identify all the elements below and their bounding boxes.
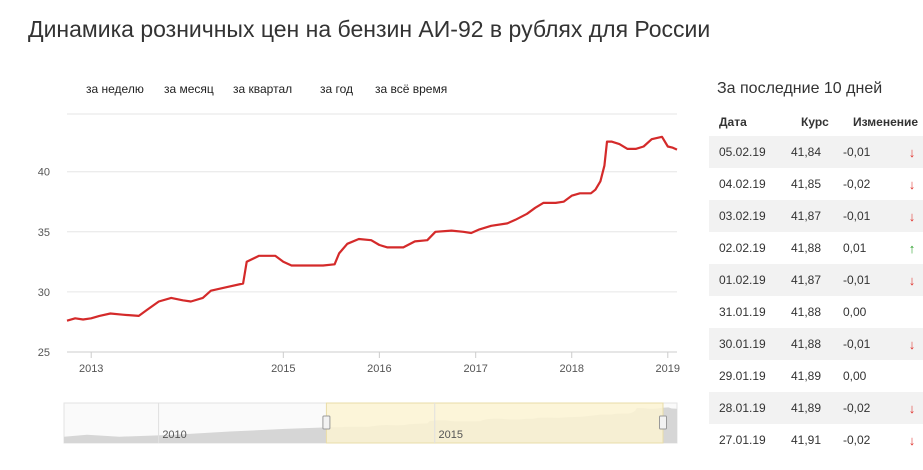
range-all-time-button[interactable]: за всё время — [375, 82, 448, 96]
page-title: Динамика розничных цен на бензин АИ-92 в… — [28, 16, 711, 42]
arrow-down-icon: ↓ — [908, 432, 916, 448]
row-change: -0,02 — [843, 433, 871, 447]
row-rate: 41,87 — [791, 264, 843, 296]
row-trend: ↑ — [901, 232, 923, 264]
row-rate: 41,87 — [791, 200, 843, 232]
recent-prices-table: Дата Курс Изменение 05.02.19 41,84 -0,01 ↓ 0… — [709, 108, 923, 456]
row-rate: 41,85 — [791, 177, 822, 191]
row-trend: ↓ — [901, 392, 923, 424]
row-change: 0,01 — [843, 241, 867, 255]
row-date: 03.02.19 — [709, 200, 791, 232]
arrow-up-icon: ↑ — [908, 240, 916, 256]
table-row: 01.02.19 41,87 -0,01 ↓ — [709, 264, 923, 296]
navigator-selection[interactable] — [325, 402, 664, 444]
range-year-button[interactable]: за год — [320, 82, 354, 96]
row-date: 28.01.19 — [709, 392, 791, 424]
x-tick-label: 2015 — [271, 363, 295, 375]
table-row: 27.01.19 41,91 -0,02 ↓ — [709, 424, 923, 456]
row-date: 27.01.19 — [719, 433, 766, 447]
row-trend: ↓ — [901, 168, 923, 200]
row-trend: ↓ — [901, 328, 923, 360]
row-rate: 41,88 — [791, 305, 822, 319]
row-rate: 41,88 — [791, 241, 822, 255]
row-rate: 41,89 — [791, 369, 822, 383]
row-rate: 41,89 — [791, 392, 843, 424]
row-change: -0,01 — [843, 200, 901, 232]
table-header-row: Дата Курс Изменение — [709, 108, 923, 136]
table-row: 28.01.19 41,89 -0,02 ↓ — [709, 392, 923, 424]
x-axis-ticks: 2013 2015 2016 2017 2018 2019 — [79, 352, 680, 375]
navigator-right-handle[interactable] — [659, 415, 667, 430]
table-row: 31.01.19 41,88 0,00 — [709, 296, 923, 328]
table-row: 30.01.19 41,88 -0,01 ↓ — [709, 328, 923, 360]
x-tick-label: 2017 — [463, 363, 487, 375]
range-navigator[interactable]: 2010 2015 — [63, 402, 678, 444]
arrow-down-icon: ↓ — [908, 208, 916, 224]
y-tick-label: 25 — [38, 347, 50, 359]
arrow-down-icon: ↓ — [908, 144, 916, 160]
row-trend: ↓ — [901, 424, 923, 456]
column-header-change: Изменение — [853, 115, 919, 129]
x-tick-label: 2018 — [559, 363, 583, 375]
row-rate: 41,91 — [791, 433, 822, 447]
table-row: 29.01.19 41,89 0,00 — [709, 360, 923, 392]
row-change: 0,00 — [843, 369, 867, 383]
row-trend — [901, 296, 923, 328]
row-trend: ↓ — [901, 136, 923, 168]
y-tick-label: 35 — [38, 227, 50, 239]
range-week-button[interactable]: за неделю — [86, 82, 144, 96]
row-trend — [901, 360, 923, 392]
row-change: 0,00 — [843, 305, 867, 319]
row-date: 05.02.19 — [709, 136, 791, 168]
table-body: 05.02.19 41,84 -0,01 ↓ 04.02.19 41,85 -0,02 ↓ 03… — [709, 136, 923, 456]
row-rate: 41,84 — [791, 136, 843, 168]
y-tick-label: 40 — [38, 167, 50, 179]
row-date: 02.02.19 — [719, 241, 766, 255]
row-trend: ↓ — [901, 264, 923, 296]
side-panel-title: За последние 10 дней — [717, 80, 883, 97]
row-rate: 41,88 — [791, 328, 843, 360]
table-row: 02.02.19 41,88 0,01 ↑ — [709, 232, 923, 264]
row-change: -0,01 — [843, 264, 901, 296]
x-tick-label: 2013 — [79, 363, 103, 375]
arrow-down-icon: ↓ — [908, 400, 916, 416]
row-date: 01.02.19 — [709, 264, 791, 296]
navigator-left-handle[interactable] — [322, 415, 331, 430]
table-row: 04.02.19 41,85 -0,02 ↓ — [709, 168, 923, 200]
x-tick-label: 2019 — [656, 363, 680, 375]
arrow-down-icon: ↓ — [908, 336, 916, 352]
column-header-date: Дата — [719, 115, 747, 129]
row-change: -0,01 — [843, 136, 901, 168]
table-row: 03.02.19 41,87 -0,01 ↓ — [709, 200, 923, 232]
arrow-down-icon: ↓ — [908, 272, 916, 288]
price-series-line — [66, 135, 678, 322]
chart-grid — [67, 113, 677, 353]
row-change: -0,01 — [843, 328, 901, 360]
row-change: -0,02 — [843, 177, 871, 191]
row-date: 29.01.19 — [719, 369, 766, 383]
table-row: 05.02.19 41,84 -0,01 ↓ — [709, 136, 923, 168]
navigator-label: 2015 — [438, 429, 462, 441]
y-tick-label: 30 — [38, 287, 50, 299]
row-date: 31.01.19 — [719, 305, 766, 319]
x-tick-label: 2016 — [367, 363, 391, 375]
navigator-label: 2010 — [162, 429, 186, 441]
row-trend: ↓ — [901, 200, 923, 232]
range-quarter-button[interactable]: за квартал — [233, 82, 293, 96]
row-date: 04.02.19 — [719, 177, 766, 191]
arrow-down-icon: ↓ — [908, 176, 916, 192]
y-axis-ticks: 25 30 35 40 — [38, 167, 50, 359]
range-month-button[interactable]: за месяц — [164, 82, 214, 96]
column-header-rate: Курс — [801, 115, 829, 129]
row-date: 30.01.19 — [709, 328, 791, 360]
row-change: -0,02 — [843, 392, 901, 424]
